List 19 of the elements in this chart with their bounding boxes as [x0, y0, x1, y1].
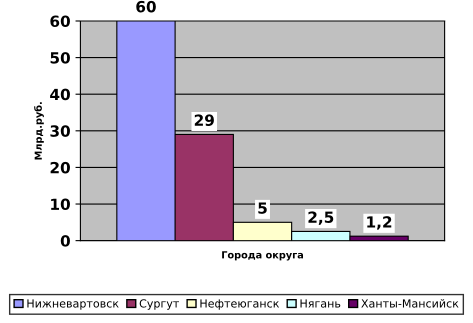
y-tick-label: 20 [50, 162, 70, 174]
y-tick-label: 60 [50, 15, 70, 28]
y-tick-label: 50 [50, 52, 70, 64]
legend-label: Нижневартовск [27, 299, 119, 310]
data-label: 29 [194, 114, 214, 126]
legend-label: Нефтеюганск [200, 299, 280, 310]
y-axis-title: Млрд.руб. [34, 102, 44, 160]
data-label: 60 [136, 0, 156, 12]
y-tick-label: 40 [50, 88, 70, 100]
legend-label: Нягань [300, 299, 340, 308]
data-label: 5 [258, 202, 267, 214]
data-label: 2,5 [308, 211, 334, 225]
legend-label: Ханты-Мансийск [361, 299, 459, 308]
y-tick-label: 0 [60, 235, 70, 247]
legend-label: Сургут [140, 299, 180, 310]
x-axis-title: Города округа [222, 251, 304, 260]
data-label: 1,2 [367, 216, 392, 230]
y-tick-label: 10 [51, 198, 70, 210]
y-tick-label: 30 [50, 125, 70, 137]
